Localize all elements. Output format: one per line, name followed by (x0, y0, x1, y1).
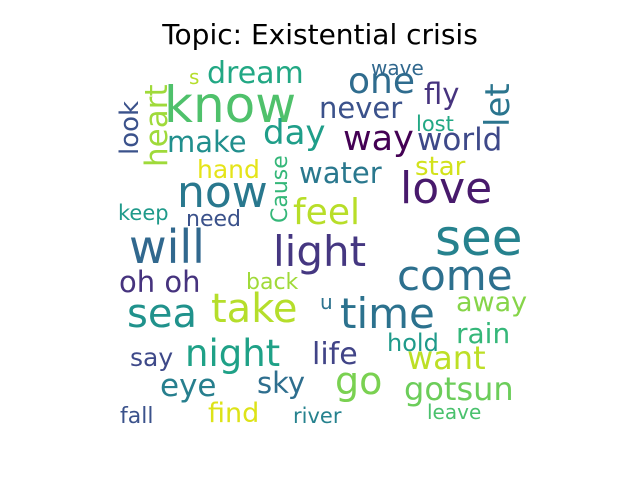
word-star: star (415, 152, 466, 182)
word-eye: eye (160, 368, 217, 404)
word-time: time (340, 289, 435, 338)
word-gotsun: gotsun (404, 370, 514, 408)
word-oh-oh: oh oh (119, 265, 201, 299)
word-night: night (185, 332, 281, 375)
word-know: know (164, 76, 297, 134)
word-feel: feel (293, 192, 360, 233)
word-one: one (348, 61, 415, 102)
word-need: need (186, 207, 241, 232)
word-let: let (478, 83, 518, 128)
word-sea: sea (127, 291, 197, 337)
word-hold: hold (387, 329, 439, 357)
word-light: light (273, 227, 367, 276)
word-now: now (177, 167, 268, 218)
word-take: take (211, 286, 298, 332)
word-love: love (400, 163, 493, 214)
word-hand: hand (197, 155, 260, 184)
word-away: away (456, 287, 528, 318)
word-life: life (312, 337, 358, 372)
word-sky: sky (257, 366, 306, 400)
word-look: look (115, 101, 145, 156)
word-cloud: know now will see love light come time sea take go… (113, 58, 541, 432)
word-wave: wave (371, 56, 424, 80)
word-want: want (407, 339, 486, 377)
word-way: way (343, 119, 414, 159)
word-say: say (130, 343, 174, 372)
word-will: will (129, 220, 205, 274)
word-never: never (319, 91, 403, 125)
word-fall: fall (120, 404, 154, 429)
word-river: river (293, 404, 342, 428)
word-lost: lost (416, 112, 454, 136)
word-back: back (246, 270, 299, 295)
word-water: water (299, 156, 382, 190)
word-day: day (263, 113, 326, 153)
word-make: make (167, 125, 247, 159)
word-find: find (208, 398, 260, 429)
word-s: s (189, 65, 200, 89)
word-leave: leave (427, 400, 482, 424)
word-cause: Cause (268, 155, 293, 224)
word-dream: dream (207, 56, 304, 91)
word-u: u (320, 290, 333, 314)
word-see: see (435, 209, 523, 267)
word-keep: keep (118, 201, 169, 225)
word-go: go (335, 359, 383, 403)
word-fly: fly (424, 77, 460, 111)
chart-title: Topic: Existential crisis (162, 18, 478, 51)
word-world: world (417, 122, 503, 158)
word-come: come (397, 251, 513, 300)
word-rain: rain (456, 317, 511, 350)
